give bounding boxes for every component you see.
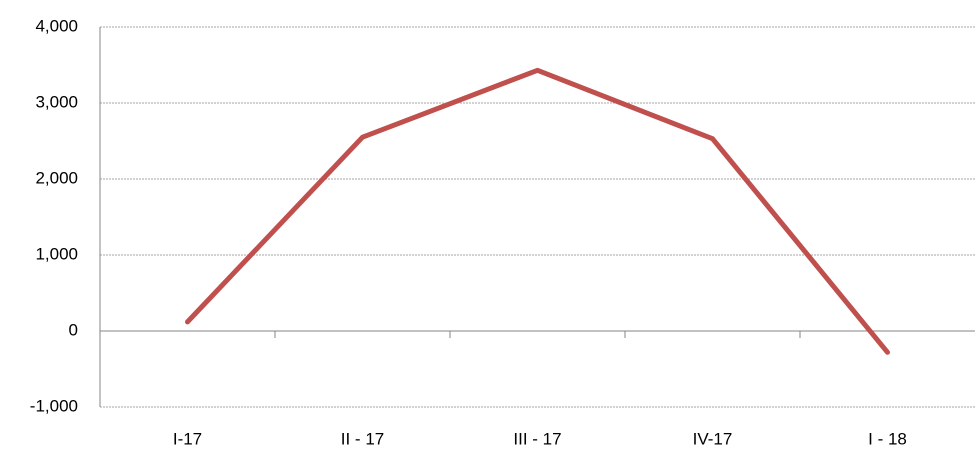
x-tick-label: III - 17 — [513, 429, 561, 448]
x-tick-label: IV-17 — [693, 429, 733, 448]
line-series — [185, 67, 890, 355]
x-tick-label: II - 17 — [341, 429, 384, 448]
y-tick-label: -1,000 — [30, 396, 78, 415]
y-tick-label: 1,000 — [35, 244, 78, 263]
x-tick-label: I-17 — [173, 429, 202, 448]
y-tick-label: 4,000 — [35, 16, 78, 35]
y-tick-label: 2,000 — [35, 168, 78, 187]
y-tick-label: 3,000 — [35, 92, 78, 111]
y-tick-label: 0 — [69, 320, 78, 339]
x-tick-label: I - 18 — [868, 429, 907, 448]
